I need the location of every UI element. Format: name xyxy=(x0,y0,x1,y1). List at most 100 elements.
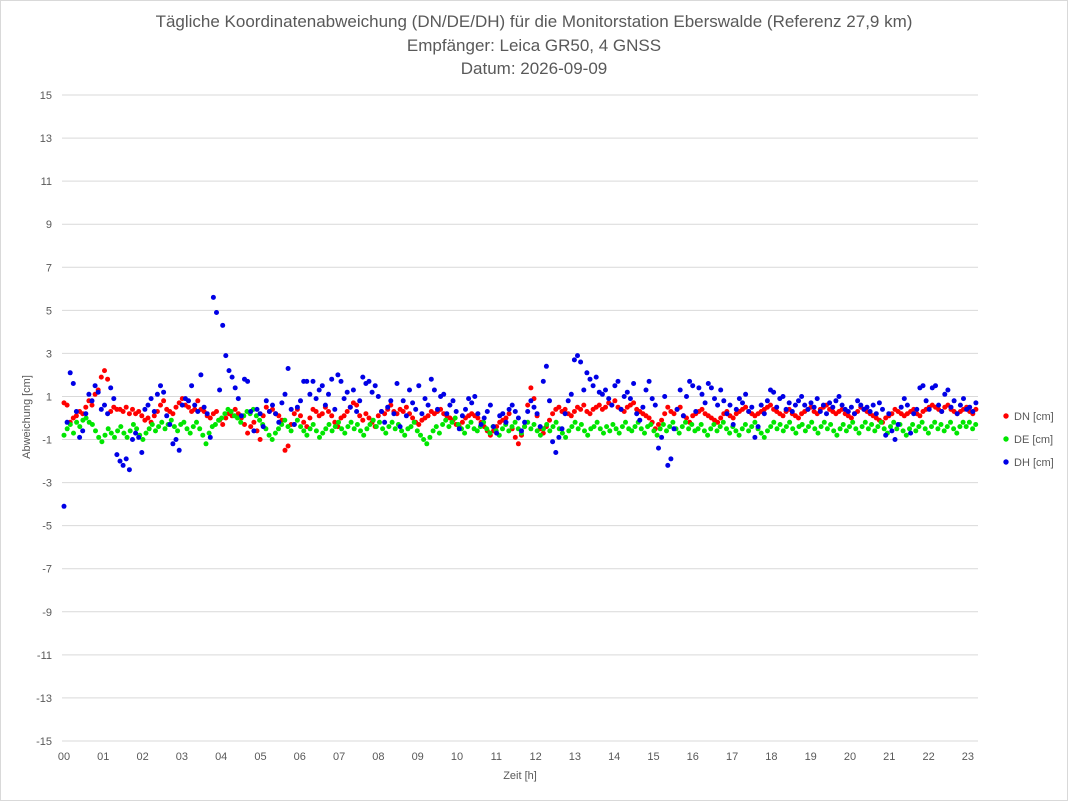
data-point xyxy=(105,411,111,417)
data-point xyxy=(70,381,76,386)
data-point xyxy=(414,428,420,434)
data-point xyxy=(774,404,780,410)
data-point xyxy=(652,402,658,408)
data-point xyxy=(509,424,515,430)
data-point xyxy=(126,467,132,473)
data-point xyxy=(102,432,108,438)
data-point xyxy=(859,424,865,430)
data-point xyxy=(802,402,808,408)
data-point xyxy=(339,426,345,432)
data-point xyxy=(441,391,447,397)
data-point xyxy=(698,422,704,427)
data-point xyxy=(232,406,238,412)
data-point xyxy=(77,434,83,440)
data-point xyxy=(126,411,132,417)
data-point xyxy=(566,428,572,434)
data-point xyxy=(83,415,89,421)
data-point xyxy=(187,430,193,436)
data-point xyxy=(812,426,818,432)
data-point xyxy=(954,430,960,436)
data-point xyxy=(245,430,251,436)
data-point xyxy=(61,503,67,509)
data-point xyxy=(307,415,313,421)
data-point xyxy=(397,424,403,430)
data-point xyxy=(288,406,294,412)
data-point xyxy=(575,353,580,359)
data-point xyxy=(973,422,979,427)
data-point xyxy=(847,424,852,430)
data-point xyxy=(487,430,493,436)
data-point xyxy=(251,419,257,425)
data-point xyxy=(862,419,868,425)
data-point xyxy=(509,402,515,408)
data-point xyxy=(938,422,944,427)
data-point xyxy=(263,404,269,410)
legend: DN [cm] DE [cm] DH [cm] xyxy=(1003,411,1054,469)
data-point xyxy=(892,437,898,442)
data-point xyxy=(749,404,755,410)
data-point xyxy=(364,426,370,432)
data-point xyxy=(272,430,278,436)
data-point xyxy=(858,402,864,408)
y-tick-label: 7 xyxy=(46,262,52,274)
y-tick-label: 11 xyxy=(41,176,52,188)
data-point xyxy=(565,398,571,404)
data-point xyxy=(824,426,830,432)
data-point xyxy=(820,402,826,408)
data-point xyxy=(783,406,789,412)
data-point xyxy=(425,402,431,408)
data-point xyxy=(793,430,799,436)
data-point xyxy=(676,430,682,436)
data-point xyxy=(670,419,676,425)
data-point xyxy=(845,409,851,414)
data-point xyxy=(824,411,829,417)
data-point xyxy=(865,426,871,432)
data-point xyxy=(736,432,742,438)
data-point xyxy=(657,426,663,432)
data-point xyxy=(184,426,190,432)
data-point xyxy=(394,381,400,386)
data-point xyxy=(291,411,297,417)
data-point xyxy=(179,402,185,408)
data-point xyxy=(151,409,157,414)
data-point xyxy=(487,402,493,408)
data-point xyxy=(130,437,135,442)
data-point xyxy=(186,398,191,404)
data-point xyxy=(223,353,229,359)
gridlines xyxy=(62,94,978,742)
data-point xyxy=(720,419,726,425)
data-point xyxy=(656,445,661,451)
data-point xyxy=(316,387,322,393)
data-point xyxy=(830,404,836,410)
data-point xyxy=(740,400,745,406)
data-point xyxy=(392,426,398,432)
chart-subtitle-date: Datum: 2026-09-09 xyxy=(460,59,608,78)
data-point xyxy=(367,422,373,427)
data-point xyxy=(319,411,325,417)
series-2 xyxy=(61,294,979,509)
data-point xyxy=(680,413,686,419)
data-point xyxy=(929,424,934,430)
data-point xyxy=(379,409,384,414)
x-tick-label: 01 xyxy=(97,751,109,763)
data-point xyxy=(789,409,795,414)
data-point xyxy=(435,406,440,412)
data-point xyxy=(506,406,512,412)
data-point xyxy=(671,411,677,417)
data-point xyxy=(528,385,534,391)
y-tick-label: 3 xyxy=(46,348,52,360)
data-point xyxy=(329,413,335,419)
data-point xyxy=(774,426,780,432)
data-point xyxy=(257,417,263,423)
data-point xyxy=(375,394,381,399)
data-point xyxy=(512,409,518,414)
y-tick-label: 1 xyxy=(46,391,52,403)
data-point xyxy=(294,417,300,423)
data-point xyxy=(481,415,487,421)
data-point xyxy=(665,404,671,410)
data-point xyxy=(329,428,335,434)
data-point xyxy=(872,428,878,434)
data-point xyxy=(585,432,591,438)
data-point xyxy=(266,409,272,414)
data-point xyxy=(294,404,300,410)
